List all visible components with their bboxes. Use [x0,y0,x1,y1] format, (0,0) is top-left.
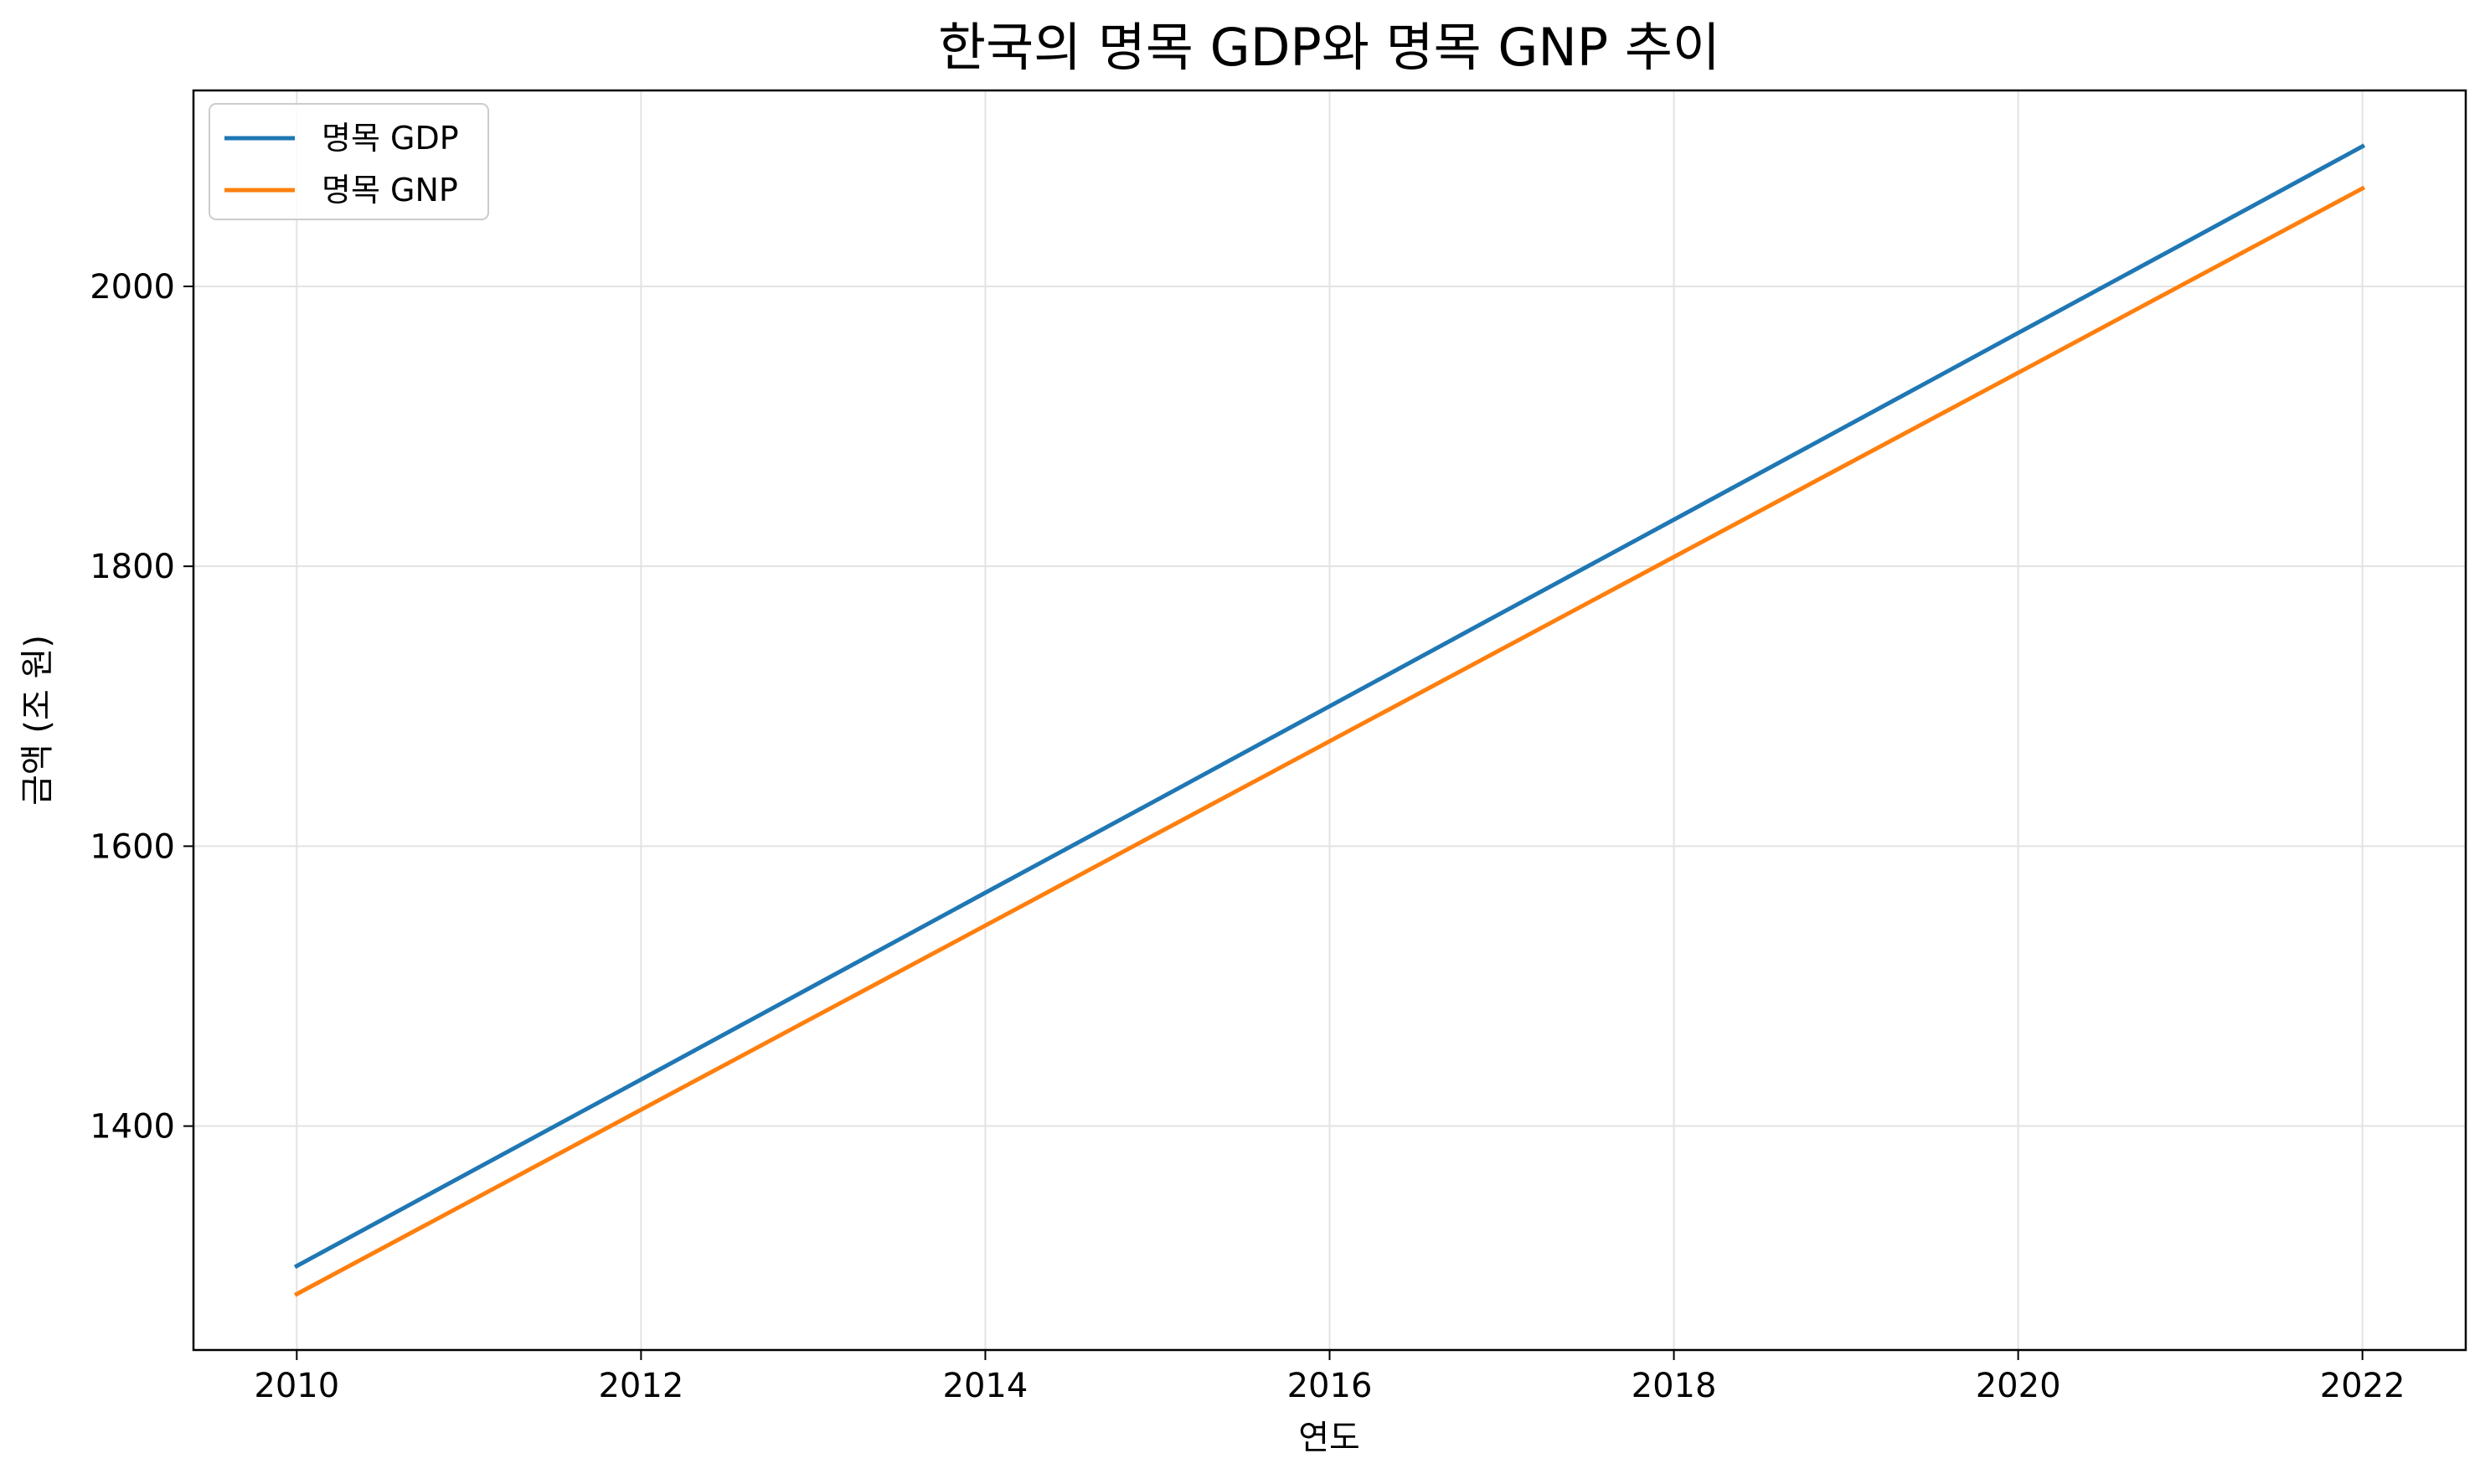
series-lines [293,143,2366,1297]
x-tick-label: 2010 [254,1367,339,1405]
y-axis-label: 금액 (조 원) [18,635,57,806]
y-tick-label: 2000 [90,268,175,307]
series-line-gnp [293,185,2366,1297]
y-axis-ticks: 1400 1600 1800 2000 [90,268,193,1146]
x-tick-label: 2016 [1287,1367,1373,1405]
x-tick-label: 2018 [1632,1367,1717,1405]
y-tick-label: 1600 [90,827,175,866]
x-axis-label: 연도 [1298,1419,1360,1457]
y-tick-label: 1400 [90,1108,175,1146]
x-tick-label: 2020 [1976,1367,2061,1405]
y-tick-label: 1800 [90,548,175,586]
x-axis-ticks: 2010 2012 2014 2016 2018 2020 2022 [254,1350,2405,1405]
x-tick-label: 2022 [2320,1367,2405,1405]
legend-label: 명목 GDP [322,120,459,157]
series-line-gdp [293,143,2366,1270]
legend-label: 명목 GNP [322,172,458,209]
x-tick-label: 2012 [598,1367,683,1405]
grid-lines [193,90,2466,1350]
x-tick-label: 2014 [943,1367,1029,1405]
legend: 명목 GDP 명목 GNP [209,103,489,220]
chart-title: 한국의 명목 GDP와 명목 GNP 추이 [938,17,1720,78]
